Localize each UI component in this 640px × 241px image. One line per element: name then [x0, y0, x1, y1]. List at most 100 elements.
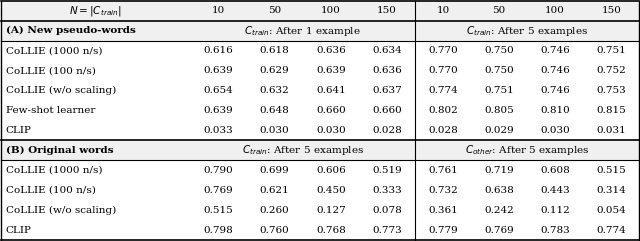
Text: 0.750: 0.750 — [484, 66, 514, 75]
Bar — [471, 1, 527, 21]
Bar — [191, 60, 246, 80]
Text: 0.783: 0.783 — [540, 226, 570, 235]
Text: 0.443: 0.443 — [540, 186, 570, 195]
Bar — [1, 21, 191, 41]
Text: 0.648: 0.648 — [260, 106, 289, 115]
Text: 0.761: 0.761 — [428, 166, 458, 175]
Bar — [246, 21, 303, 41]
Bar — [471, 141, 527, 161]
Text: 0.719: 0.719 — [484, 166, 514, 175]
Text: 0.030: 0.030 — [540, 126, 570, 135]
Bar — [359, 41, 415, 60]
Text: 0.028: 0.028 — [372, 126, 402, 135]
Text: 0.753: 0.753 — [596, 86, 626, 95]
Bar — [527, 120, 583, 141]
Text: CoLLIE (w/o scaling): CoLLIE (w/o scaling) — [6, 86, 116, 95]
Bar — [415, 141, 471, 161]
Text: 0.450: 0.450 — [316, 186, 346, 195]
Bar — [191, 161, 246, 181]
Text: CoLLIE (1000 n/s): CoLLIE (1000 n/s) — [6, 166, 102, 175]
Bar — [246, 120, 303, 141]
Bar — [359, 141, 415, 161]
Bar — [471, 100, 527, 120]
Text: 0.616: 0.616 — [204, 46, 234, 55]
Bar — [1, 80, 191, 100]
Bar — [246, 161, 303, 181]
Bar — [527, 1, 583, 21]
Bar — [303, 60, 359, 80]
Bar — [246, 141, 303, 161]
Text: 0.639: 0.639 — [204, 66, 234, 75]
Text: 0.636: 0.636 — [316, 46, 346, 55]
Text: CoLLIE (100 n/s): CoLLIE (100 n/s) — [6, 186, 95, 195]
Text: 0.314: 0.314 — [596, 186, 626, 195]
Bar — [246, 1, 303, 21]
Text: 0.769: 0.769 — [484, 226, 514, 235]
Text: 50: 50 — [492, 6, 506, 15]
Bar — [1, 200, 191, 220]
Text: 0.054: 0.054 — [596, 206, 626, 215]
Text: 0.654: 0.654 — [204, 86, 234, 95]
Bar — [191, 181, 246, 200]
Bar — [359, 100, 415, 120]
Text: 0.750: 0.750 — [484, 46, 514, 55]
Bar — [191, 1, 246, 21]
Bar — [527, 100, 583, 120]
Bar — [583, 80, 639, 100]
Text: 0.770: 0.770 — [428, 66, 458, 75]
Text: 0.634: 0.634 — [372, 46, 402, 55]
Bar — [359, 181, 415, 200]
Bar — [303, 100, 359, 120]
Text: 0.608: 0.608 — [540, 166, 570, 175]
Text: 0.746: 0.746 — [540, 86, 570, 95]
Bar — [527, 80, 583, 100]
Bar — [1, 1, 191, 21]
Text: 50: 50 — [268, 6, 282, 15]
Text: 0.029: 0.029 — [484, 126, 514, 135]
Text: 0.260: 0.260 — [260, 206, 289, 215]
Text: 10: 10 — [436, 6, 450, 15]
Text: 0.629: 0.629 — [260, 66, 289, 75]
Bar — [303, 141, 359, 161]
Bar — [471, 161, 527, 181]
Text: 150: 150 — [377, 6, 397, 15]
Text: 0.515: 0.515 — [596, 166, 626, 175]
Bar — [415, 60, 471, 80]
Bar — [471, 41, 527, 60]
Bar — [415, 100, 471, 120]
Bar — [527, 220, 583, 240]
Bar — [246, 41, 303, 60]
Bar — [527, 21, 583, 41]
Text: 0.112: 0.112 — [540, 206, 570, 215]
Bar — [471, 21, 527, 41]
Text: 0.751: 0.751 — [596, 46, 626, 55]
Text: $C_{train}$: After 5 examples: $C_{train}$: After 5 examples — [466, 24, 588, 38]
Bar — [415, 80, 471, 100]
Bar — [415, 41, 471, 60]
Text: 0.639: 0.639 — [204, 106, 234, 115]
Text: 0.638: 0.638 — [484, 186, 514, 195]
Text: 0.637: 0.637 — [372, 86, 402, 95]
Text: 0.636: 0.636 — [372, 66, 402, 75]
Bar — [415, 21, 471, 41]
Text: 0.660: 0.660 — [372, 106, 402, 115]
Text: 0.618: 0.618 — [260, 46, 289, 55]
Text: 0.639: 0.639 — [316, 66, 346, 75]
Text: 0.751: 0.751 — [484, 86, 514, 95]
Bar — [415, 181, 471, 200]
Text: CoLLIE (w/o scaling): CoLLIE (w/o scaling) — [6, 206, 116, 215]
Bar — [303, 1, 359, 21]
Bar — [359, 60, 415, 80]
Text: $C_{train}$: After 5 examples: $C_{train}$: After 5 examples — [242, 143, 364, 157]
Text: 0.621: 0.621 — [260, 186, 289, 195]
Bar — [191, 220, 246, 240]
Text: 150: 150 — [602, 6, 621, 15]
Text: 0.773: 0.773 — [372, 226, 402, 235]
Bar — [1, 161, 191, 181]
Text: 100: 100 — [545, 6, 565, 15]
Text: (B) Original words: (B) Original words — [6, 146, 113, 155]
Text: 0.760: 0.760 — [260, 226, 289, 235]
Bar — [583, 41, 639, 60]
Bar — [303, 41, 359, 60]
Text: 0.774: 0.774 — [596, 226, 626, 235]
